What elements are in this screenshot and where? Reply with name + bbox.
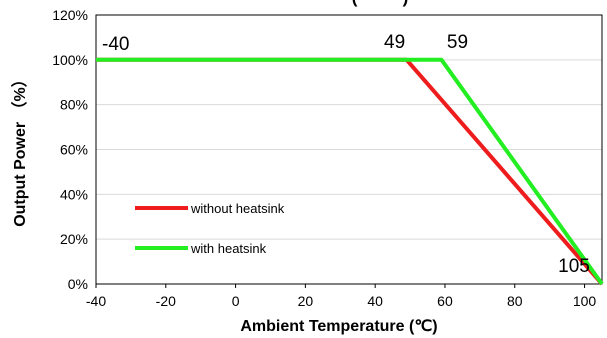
x-tick-label: 100 bbox=[573, 293, 597, 309]
y-tick-label: 0% bbox=[68, 276, 88, 292]
x-axis-ticks: -40 -20 0 20 40 60 80 100 bbox=[86, 284, 597, 309]
x-tick-label: 80 bbox=[507, 293, 523, 309]
legend-label: with heatsink bbox=[190, 241, 267, 256]
legend-label: without heatsink bbox=[190, 201, 285, 216]
y-axis-title: Output Power （%） bbox=[11, 71, 29, 227]
chart-title: (········) bbox=[352, 0, 409, 7]
y-tick-label: 60% bbox=[60, 142, 88, 158]
plot-area-frame bbox=[95, 14, 603, 285]
y-tick-label: 100% bbox=[52, 52, 88, 68]
series-line-0 bbox=[96, 57, 604, 286]
series-line-1 bbox=[96, 57, 604, 286]
y-tick-label: 40% bbox=[60, 186, 88, 202]
x-tick-label: -20 bbox=[156, 293, 176, 309]
point-annotation: 49 bbox=[384, 32, 405, 53]
point-annotation: -40 bbox=[102, 34, 129, 55]
x-tick-label: 60 bbox=[437, 293, 453, 309]
y-axis-ticks: 0% 20% 40% 60% 80% 100% 120% bbox=[52, 7, 88, 292]
point-annotation: 105 bbox=[558, 256, 590, 277]
x-tick-label: 40 bbox=[367, 293, 383, 309]
y-tick-label: 20% bbox=[60, 231, 88, 247]
series-layer bbox=[96, 57, 604, 286]
y-tick-label: 120% bbox=[52, 7, 88, 23]
x-tick-label: -40 bbox=[86, 293, 106, 309]
point-annotations: -40 49 59 105 bbox=[102, 32, 590, 277]
x-tick-label: 20 bbox=[298, 293, 314, 309]
x-tick-label: 0 bbox=[232, 293, 240, 309]
legend: without heatsink with heatsink bbox=[135, 201, 285, 256]
x-axis-title: Ambient Temperature (℃) bbox=[240, 318, 437, 335]
y-tick-label: 80% bbox=[60, 97, 88, 113]
grid-lines bbox=[96, 59, 602, 240]
point-annotation: 59 bbox=[447, 32, 468, 53]
